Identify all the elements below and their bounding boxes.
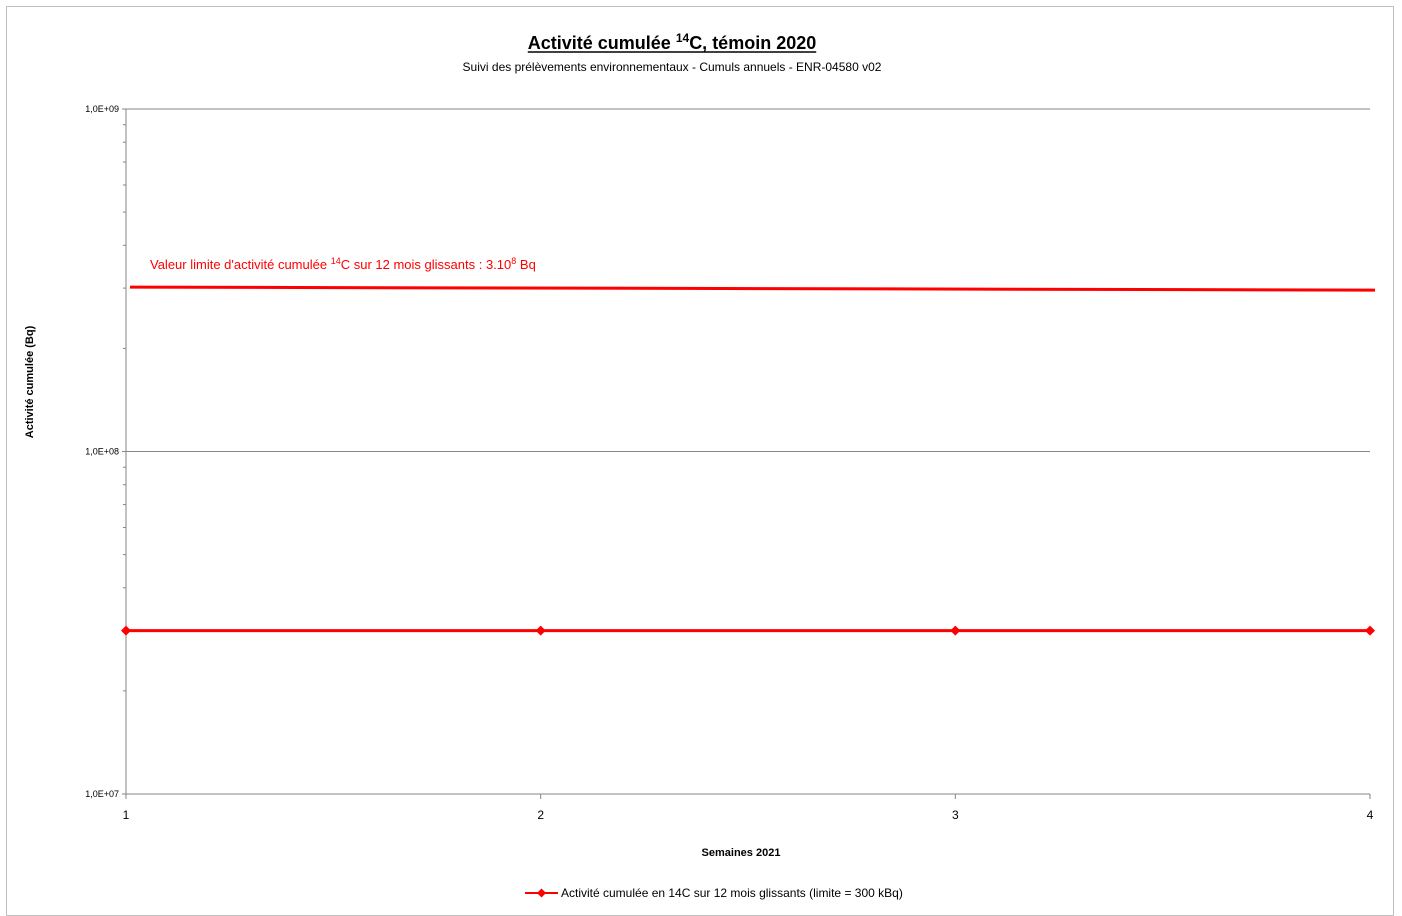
x-axis-ticks: 1 2 3 4 <box>123 794 1374 822</box>
x-tick-label: 2 <box>537 808 544 822</box>
data-point-marker <box>950 625 961 636</box>
chart-title-main: Activité cumulée <box>528 33 676 53</box>
y-axis-ticks: 1,0E+07 1,0E+08 1,0E+09 <box>85 104 126 799</box>
limit-annotation-end: Bq <box>516 257 536 272</box>
limit-annotation-text: Valeur limite d'activité cumulée <box>150 257 331 272</box>
chart-title-superscript: 14 <box>676 31 690 45</box>
x-tick-label: 4 <box>1367 808 1374 822</box>
x-tick-label: 3 <box>952 808 959 822</box>
legend-diamond-marker <box>537 888 546 898</box>
limit-annotation-mid: C sur 12 mois glissants : 3.10 <box>341 257 512 272</box>
limit-annotation-sup2: 8 <box>511 256 516 266</box>
y-axis-title: Activité cumulée (Bq) <box>24 325 36 438</box>
limit-annotation-sup: 14 <box>331 256 341 266</box>
data-point-marker <box>1365 625 1375 636</box>
series-group <box>121 625 1375 636</box>
legend: Activité cumulée en 14C sur 12 mois glis… <box>525 886 903 900</box>
y-tick-label: 1,0E+07 <box>85 789 119 799</box>
x-tick-label: 1 <box>123 808 130 822</box>
y-tick-label: 1,0E+09 <box>85 104 119 114</box>
chart-title: Activité cumulée 14C, témoin 2020 <box>528 31 816 53</box>
grid-lines <box>126 108 1370 795</box>
limit-annotation: Valeur limite d'activité cumulée 14C sur… <box>150 256 536 272</box>
chart-subtitle: Suivi des prélèvements environnementaux … <box>463 60 882 74</box>
x-axis-title: Semaines 2021 <box>702 847 781 859</box>
chart-title-suffix: C, témoin 2020 <box>689 33 816 53</box>
limit-line <box>129 285 1376 292</box>
data-point-marker <box>535 625 546 636</box>
y-tick-label: 1,0E+08 <box>85 447 119 457</box>
data-point-marker <box>121 625 131 636</box>
legend-label: Activité cumulée en 14C sur 12 mois glis… <box>561 886 903 900</box>
